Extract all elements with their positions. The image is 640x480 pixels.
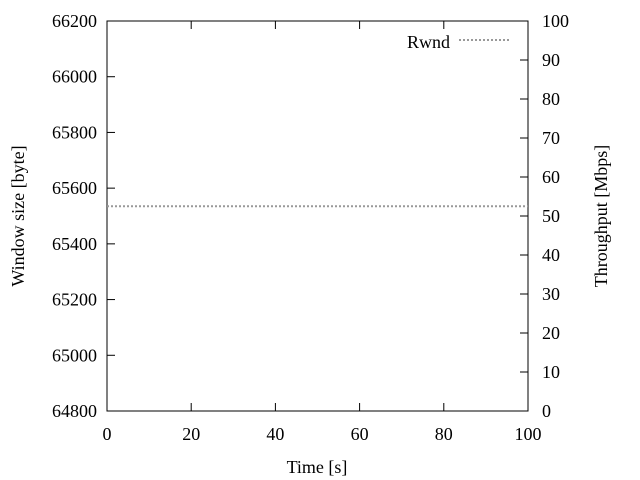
y-tick-label: 66000 xyxy=(52,67,97,87)
x-tick-label: 0 xyxy=(103,424,112,444)
y-tick-label: 65400 xyxy=(52,234,97,254)
y2-tick-label: 30 xyxy=(542,284,560,304)
y2-tick-label: 20 xyxy=(542,323,560,343)
y-tick-label: 65600 xyxy=(52,178,97,198)
y-tick-label: 64800 xyxy=(52,401,97,421)
y2-tick-label: 50 xyxy=(542,206,560,226)
y2-tick-label: 100 xyxy=(542,11,569,31)
plot-frame xyxy=(106,20,529,412)
x-tick-label: 20 xyxy=(182,424,200,444)
legend-label-rwnd: Rwnd xyxy=(407,32,450,52)
y-tick-label: 65800 xyxy=(52,122,97,142)
x-tick-label: 60 xyxy=(351,424,369,444)
y2-tick-label: 40 xyxy=(542,245,560,265)
ticks: 0 20 40 60 80 1006480065000652006540065600658… xyxy=(52,11,569,444)
y2-tick-label: 90 xyxy=(542,50,560,70)
legend: Rwnd xyxy=(407,32,509,52)
x-tick-label: 40 xyxy=(266,424,284,444)
y2-tick-label: 70 xyxy=(542,128,560,148)
y2-tick-label: 10 xyxy=(542,362,560,382)
y-tick-label: 65200 xyxy=(52,290,97,310)
y-tick-label: 66200 xyxy=(52,11,97,31)
x-tick-label: 80 xyxy=(435,424,453,444)
y2-tick-label: 80 xyxy=(542,89,560,109)
y-tick-label: 65000 xyxy=(52,345,97,365)
y-axis-label: Window size [byte] xyxy=(8,145,28,286)
y2-tick-label: 60 xyxy=(542,167,560,187)
y2-axis-label: Throughput [Mbps] xyxy=(591,145,611,288)
y2-tick-label: 0 xyxy=(542,401,551,421)
x-axis-label: Time [s] xyxy=(287,457,348,477)
x-tick-label: 100 xyxy=(515,424,542,444)
